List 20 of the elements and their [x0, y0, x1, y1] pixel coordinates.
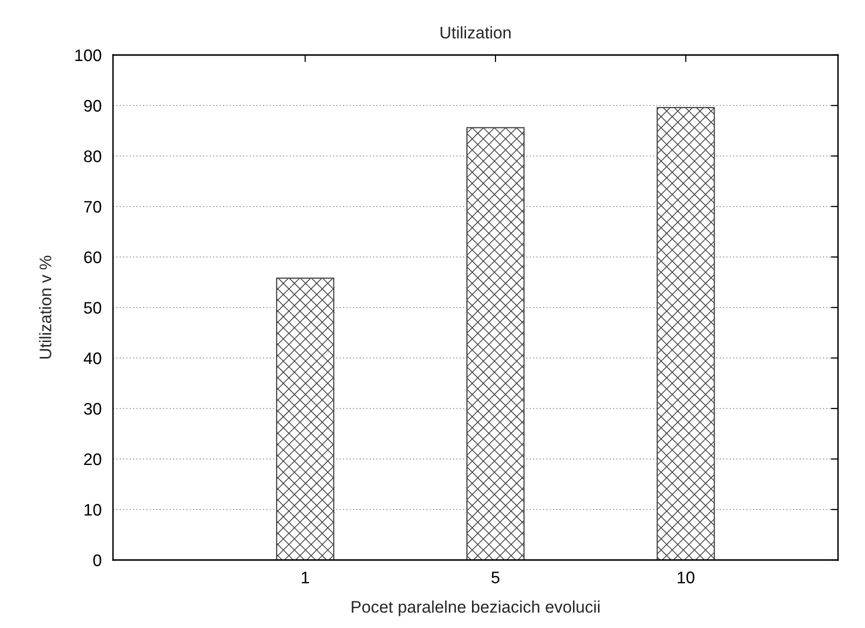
y-tick-label: 20: [84, 453, 102, 466]
y-tick-label: 100: [75, 49, 102, 62]
y-tick-label: 10: [84, 504, 102, 516]
bar: [466, 127, 525, 560]
y-tick-label: 60: [84, 251, 102, 264]
chart-title: Utilization: [440, 26, 511, 38]
x-tick-label: 10: [678, 572, 694, 584]
y-tick-label: 90: [84, 100, 102, 112]
y-tick-label: 50: [84, 302, 102, 314]
x-tick-label: 1: [302, 572, 310, 584]
y-tick-label: 80: [84, 150, 102, 162]
y-axis-title: Utilization v %: [39, 256, 52, 359]
y-tick-label: 30: [84, 402, 102, 415]
bar: [656, 106, 715, 560]
x-axis-title: Pocet paralelne beziacich evolucii: [352, 600, 600, 616]
y-tick-label: 70: [84, 200, 102, 213]
x-tick-label: 5: [492, 572, 500, 584]
y-tick-label: 0: [93, 554, 102, 566]
bar: [276, 278, 334, 560]
y-tick-label: 40: [84, 352, 102, 364]
